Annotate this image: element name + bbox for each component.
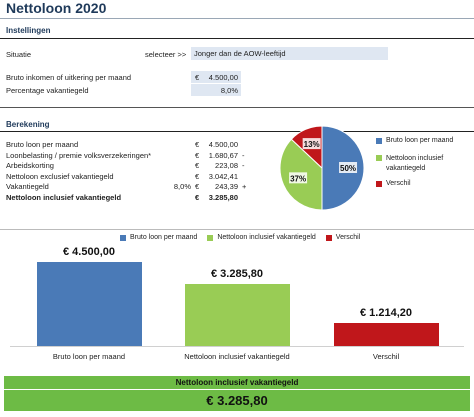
- pie-legend-swatch-red: [376, 181, 382, 187]
- calc-row-sign: +: [242, 182, 247, 191]
- pie-legend-label: Bruto loon per maand: [386, 137, 454, 144]
- calc-row-value: 3.042,41: [208, 171, 238, 181]
- pie-chart: 50% 37% 13%: [279, 125, 365, 211]
- calc-row-value: 1.680,67: [208, 150, 238, 160]
- bar-legend-item-verschil: Verschil: [325, 234, 361, 241]
- bruto-input[interactable]: € 4.500,00: [191, 71, 241, 83]
- bar: [184, 284, 290, 346]
- bar-data-label: € 4.500,00: [63, 245, 115, 258]
- summary-value: € 3.285,80: [4, 390, 470, 411]
- vakantiegeld-value: 8,0%: [220, 86, 238, 95]
- pie-legend-item-verschil: Verschil: [376, 180, 471, 187]
- title-divider: [0, 18, 474, 19]
- bar-data-label: € 3.285,80: [211, 268, 263, 281]
- calc-row-currency: €: [195, 171, 200, 181]
- bar-category-label: Bruto loon per maand: [52, 352, 126, 361]
- bar-legend-label: Nettoloon inclusief vakantiegeld: [217, 234, 316, 241]
- select-prompt: selecteer >>: [145, 50, 187, 59]
- calc-top-divider: [0, 107, 474, 108]
- calc-row-currency: €: [195, 150, 200, 160]
- pie-legend-swatch-green: [376, 155, 382, 161]
- bruto-label: Bruto inkomen of uitkering per maand: [6, 73, 132, 82]
- calc-row-currency: €: [195, 182, 200, 191]
- bar-legend: Bruto loon per maand Nettoloon inclusief…: [120, 234, 360, 241]
- bruto-value: 4.500,00: [208, 73, 238, 82]
- bar-axis: [10, 346, 464, 347]
- bar-chart: € 4.500,00 Bruto loon per maand € 3.285,80…: [0, 244, 474, 366]
- page-title: Nettoloon 2020: [6, 0, 107, 16]
- calc-divider: [0, 131, 474, 132]
- calc-row-label: Vakantiegeld: [6, 182, 49, 191]
- calc-row-sign: -: [242, 161, 245, 170]
- calc-row-currency: €: [195, 192, 200, 202]
- calc-row-label: Arbeidskorting: [6, 161, 54, 170]
- pie-label-bg: [289, 172, 308, 184]
- pie-legend: Bruto loon per maand Nettoloon inclusief…: [376, 137, 471, 187]
- bar-legend-swatch-red: [325, 235, 332, 241]
- vakantiegeld-input[interactable]: 8,0%: [191, 84, 241, 96]
- bar-legend-label: Bruto loon per maand: [130, 234, 198, 241]
- pie-legend-label: Nettoloon inclusief vakantiegeld: [386, 155, 444, 172]
- settings-heading: Instellingen: [6, 26, 51, 35]
- calc-row-value: 4.500,00: [208, 140, 238, 149]
- calc-row-value: 243,39: [215, 182, 238, 191]
- pie-legend-item-bruto: Bruto loon per maand: [376, 137, 471, 144]
- summary-label: Nettoloon inclusief vakantiegeld: [4, 376, 470, 389]
- calc-row-currency: €: [195, 140, 200, 149]
- calc-row-sign: -: [242, 150, 245, 160]
- pie-legend-swatch-blue: [376, 138, 382, 144]
- bar-legend-label: Verschil: [335, 234, 361, 241]
- calc-heading: Berekening: [6, 120, 50, 129]
- bar-legend-item-netto: Nettoloon inclusief vakantiegeld: [207, 234, 316, 241]
- bar: [333, 323, 439, 346]
- calc-row-currency: €: [195, 161, 200, 170]
- bar-legend-swatch-blue: [120, 235, 126, 241]
- calc-row-label: Loonbelasting / premie volksverzekeringe…: [6, 150, 152, 160]
- bar-legend-item-bruto: Bruto loon per maand: [120, 234, 197, 241]
- calc-row-pct: 8,0%: [173, 182, 191, 191]
- pie-data-label: 37%: [290, 174, 306, 183]
- situatie-select[interactable]: Jonger dan de AOW-leeftijd: [191, 47, 388, 60]
- pie-label-bg: [339, 162, 358, 173]
- settings-divider: [0, 38, 474, 39]
- pie-data-label: 13%: [304, 140, 320, 149]
- pie-legend-label: Verschil: [386, 180, 411, 187]
- pie-label-bg: [302, 138, 321, 150]
- bar-category-label: Nettoloon inclusief vakantiegeld: [184, 352, 290, 361]
- bar: [36, 261, 142, 346]
- bar-data-label: € 1.214,20: [360, 307, 412, 320]
- bar-category-label: Verschil: [372, 352, 400, 361]
- calc-row-value: 223,08: [215, 161, 238, 170]
- pie-legend-item-netto: Nettoloon inclusief vakantiegeld: [376, 154, 471, 174]
- vakantiegeld-label: Percentage vakantiegeld: [6, 86, 89, 95]
- pie-data-label: 50%: [340, 164, 356, 173]
- bar-legend-swatch-green: [207, 235, 214, 241]
- calc-row-label: Nettoloon exclusief vakantiegeld: [6, 171, 114, 181]
- calc-row-label: Bruto loon per maand: [6, 140, 79, 149]
- bruto-currency: €: [195, 73, 200, 82]
- chart-divider: [0, 229, 474, 230]
- calc-row-value: 3.285,80: [208, 192, 238, 202]
- situatie-label: Situatie: [6, 50, 32, 59]
- calc-row-label: Nettoloon inclusief vakantiegeld: [6, 192, 122, 202]
